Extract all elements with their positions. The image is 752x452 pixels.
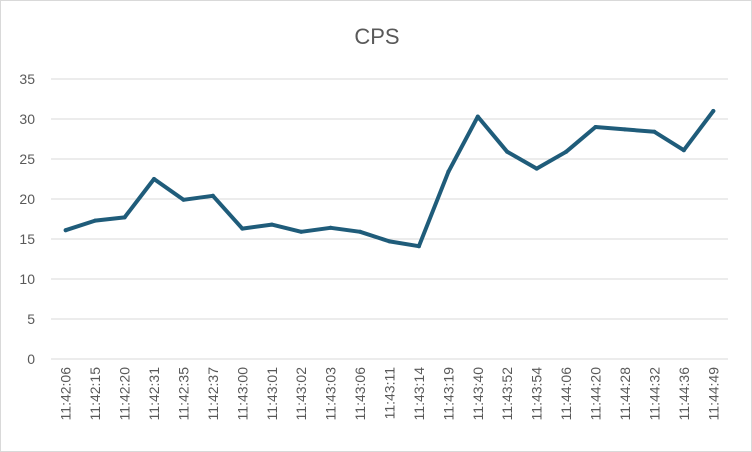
x-tick-label: 11:44:20 [588, 367, 604, 421]
x-tick-label: 11:42:06 [58, 367, 74, 421]
data-point [446, 169, 451, 174]
data-point [63, 228, 68, 233]
y-tick-label: 20 [19, 191, 35, 207]
data-point [152, 177, 157, 181]
x-tick-label: 11:43:06 [352, 367, 368, 421]
data-point [505, 149, 510, 154]
x-tick-label: 11:44:36 [676, 367, 692, 421]
x-tick-label: 11:44:32 [646, 367, 662, 421]
x-tick-label: 11:43:54 [529, 367, 545, 421]
x-tick-label: 11:43:00 [234, 367, 250, 421]
x-tick-label: 11:43:11 [382, 367, 398, 420]
y-axis-ticks: 0 5 10 15 20 25 30 35 [19, 71, 35, 367]
y-tick-label: 10 [19, 271, 35, 287]
data-point [122, 215, 127, 220]
data-point [299, 229, 304, 234]
data-point [240, 226, 245, 231]
data-point [681, 148, 686, 153]
x-tick-label: 11:42:35 [175, 367, 191, 421]
data-point [416, 244, 421, 249]
x-tick-label: 11:42:15 [87, 367, 103, 421]
data-point [93, 218, 98, 223]
y-tick-label: 15 [19, 231, 35, 247]
data-point [387, 239, 392, 244]
y-tick-label: 25 [19, 151, 35, 167]
data-point [652, 129, 657, 134]
data-point [534, 166, 539, 171]
y-tick-label: 30 [19, 111, 35, 127]
x-tick-label: 11:43:01 [264, 367, 280, 421]
y-tick-label: 0 [27, 351, 35, 367]
x-tick-label: 11:44:28 [617, 367, 633, 421]
data-point [269, 222, 274, 227]
data-point [328, 225, 333, 230]
y-tick-label: 5 [27, 311, 35, 327]
chart-title: CPS [354, 24, 399, 49]
data-point [564, 149, 569, 154]
x-tick-label: 11:42:37 [205, 367, 221, 421]
data-point [210, 193, 215, 198]
data-point [181, 197, 186, 202]
y-tick-label: 35 [19, 71, 35, 87]
gridlines [51, 78, 728, 360]
data-point [358, 229, 363, 234]
x-tick-label: 11:43:52 [499, 367, 515, 421]
x-tick-label: 11:44:06 [558, 367, 574, 421]
data-point [593, 125, 598, 129]
data-point [622, 127, 627, 132]
data-point [711, 109, 716, 113]
x-tick-label: 11:42:20 [117, 367, 133, 421]
x-tick-label: 11:43:40 [470, 367, 486, 421]
series-layer [63, 109, 716, 249]
x-axis-ticks: 11:42:06 11:42:15 11:42:20 11:42:31 11:42:35… [58, 367, 722, 421]
series-line-0 [63, 109, 716, 249]
x-tick-label: 11:43:19 [440, 367, 456, 421]
x-tick-label: 11:42:31 [146, 367, 162, 421]
data-point [475, 114, 480, 119]
x-tick-label: 11:43:02 [293, 367, 309, 421]
x-tick-label: 11:43:14 [411, 367, 427, 421]
x-tick-label: 11:43:03 [323, 367, 339, 421]
x-tick-label: 11:44:49 [705, 367, 721, 421]
